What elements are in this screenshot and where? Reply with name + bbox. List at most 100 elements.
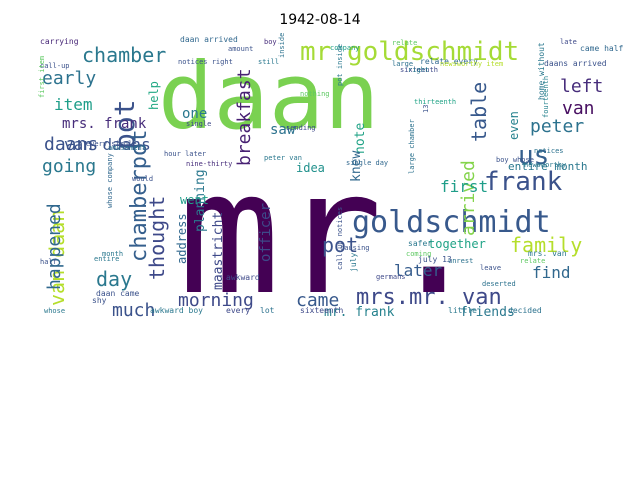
word-cloud-word: leave	[480, 264, 501, 272]
word-cloud-word: friends	[460, 305, 515, 320]
word-cloud-word: decided	[508, 306, 542, 315]
word-cloud-word: day	[96, 267, 132, 291]
word-cloud-word: saw	[270, 122, 296, 138]
word-cloud-word: sending	[286, 124, 316, 132]
word-cloud-word: every	[226, 306, 250, 315]
word-cloud-word: awkward boy	[150, 306, 203, 315]
word-cloud-word: whose	[44, 307, 65, 315]
word-cloud-word: pot	[322, 233, 358, 257]
word-cloud-word: first	[440, 177, 488, 196]
word-cloud-word: relate	[392, 39, 417, 47]
word-cloud-word: knew	[349, 151, 364, 182]
word-cloud-word: mr. frank	[324, 305, 395, 320]
word-cloud-word: home without	[537, 42, 546, 100]
word-cloud-word: van daans	[64, 135, 151, 154]
word-cloud-word: daan	[158, 43, 380, 150]
word-cloud-word: frank	[484, 167, 563, 197]
word-cloud-word: large	[392, 60, 413, 68]
word-cloud-word: much	[112, 300, 155, 321]
word-cloud-word: relate	[520, 257, 545, 265]
word-cloud-word: address	[175, 213, 189, 264]
word-cloud-word: mrs. van	[528, 249, 567, 258]
word-cloud-word: thought	[145, 196, 169, 280]
word-cloud-word: call-up	[40, 62, 70, 70]
word-cloud-word: left	[560, 76, 603, 97]
word-cloud-word: note	[353, 123, 368, 154]
word-cloud-word: chamber	[82, 43, 166, 67]
word-cloud-word: coming	[406, 250, 431, 258]
word-cloud-word: breakfast	[234, 68, 255, 166]
word-cloud-word: item	[54, 95, 93, 114]
word-cloud-word: boy whose	[496, 156, 534, 164]
word-cloud-word: early	[42, 68, 96, 89]
word-cloud-word: us	[518, 141, 549, 171]
word-cloud-word: going	[42, 156, 96, 177]
word-cloud-word: unrest	[448, 257, 473, 265]
word-cloud-word: mr.	[178, 135, 485, 333]
word-cloud-word: hour later	[164, 150, 206, 158]
word-cloud-word: every single	[86, 140, 137, 148]
word-cloud-word: large chamber	[408, 119, 416, 174]
word-cloud-word: find	[532, 263, 571, 282]
word-cloud-word: peter	[530, 116, 584, 137]
word-cloud-word: would	[132, 175, 153, 183]
word-cloud-word: germans	[376, 273, 406, 281]
word-cloud-word: notices	[534, 147, 564, 155]
word-cloud-word: daan arrived	[180, 35, 238, 44]
word-cloud-word: relate every	[420, 57, 478, 66]
word-cloud-word: sixteenth	[300, 306, 344, 315]
word-cloud-word: came half	[580, 44, 624, 53]
word-cloud-word: went	[180, 193, 209, 207]
word-cloud-word: whose company	[106, 153, 114, 208]
word-cloud-word: still	[258, 58, 279, 66]
word-cloud-word: happened	[44, 203, 65, 290]
word-cloud-word: little	[448, 306, 477, 315]
word-cloud-word: one	[182, 106, 207, 122]
word-cloud-word: late	[560, 38, 577, 46]
word-cloud-word: fourteenth	[542, 76, 550, 118]
word-cloud-word: half	[40, 258, 57, 266]
word-cloud-word: right	[408, 66, 429, 74]
word-cloud-word: boy	[264, 38, 277, 46]
word-cloud-word: single day	[346, 159, 388, 167]
word-cloud-word: mrs. frank	[62, 116, 147, 132]
word-cloud-word: pot inside	[336, 44, 344, 86]
word-cloud-word: entire month	[508, 160, 587, 173]
word-cloud-word: causing	[340, 244, 370, 252]
word-cloud-word: thirteenth	[414, 98, 456, 106]
word-cloud-word: daans arrived	[544, 59, 607, 68]
word-cloud-word: idea	[296, 161, 325, 175]
word-cloud-word: awkward	[226, 273, 260, 282]
word-cloud-word: shy	[92, 296, 107, 305]
word-cloud-word: pot	[108, 99, 141, 150]
word-cloud-word: van	[562, 98, 595, 119]
word-cloud-word: july 13	[418, 255, 452, 264]
word-cloud-word: nothing	[300, 90, 330, 98]
word-cloud-word: table	[467, 82, 491, 142]
word-cloud-word: later	[394, 261, 443, 280]
word-cloud-word: mrs.mr. van	[356, 285, 502, 310]
word-cloud-word: deserted	[482, 280, 516, 288]
word-cloud-word: safer	[408, 239, 432, 248]
word-cloud-word: nine-thirty	[186, 160, 232, 168]
word-cloud-word: chamberpot	[127, 130, 152, 262]
word-cloud-word: notices right	[178, 58, 233, 66]
word-cloud-word: amusement	[108, 144, 146, 152]
word-cloud-word: came	[296, 290, 339, 311]
word-cloud-word: officer	[258, 203, 274, 262]
word-cloud-word: 13	[422, 105, 430, 113]
word-cloud-word: family	[510, 233, 582, 257]
word-cloud-word: maastricht	[211, 212, 226, 290]
word-cloud-word: amount	[228, 45, 253, 53]
word-cloud-word: morning	[178, 290, 254, 311]
word-cloud-word: sixteenth	[400, 66, 438, 74]
word-cloud-word: goldschmidt	[352, 205, 551, 240]
word-cloud-word: company	[330, 44, 360, 52]
word-cloud-word: newsworthy	[524, 161, 566, 169]
word-cloud-word: lot	[260, 306, 275, 315]
word-cloud-word: together	[428, 237, 486, 251]
word-cloud-word: carrying	[40, 37, 79, 46]
word-cloud-word: single	[186, 120, 211, 128]
word-cloud-word: even	[507, 111, 521, 140]
